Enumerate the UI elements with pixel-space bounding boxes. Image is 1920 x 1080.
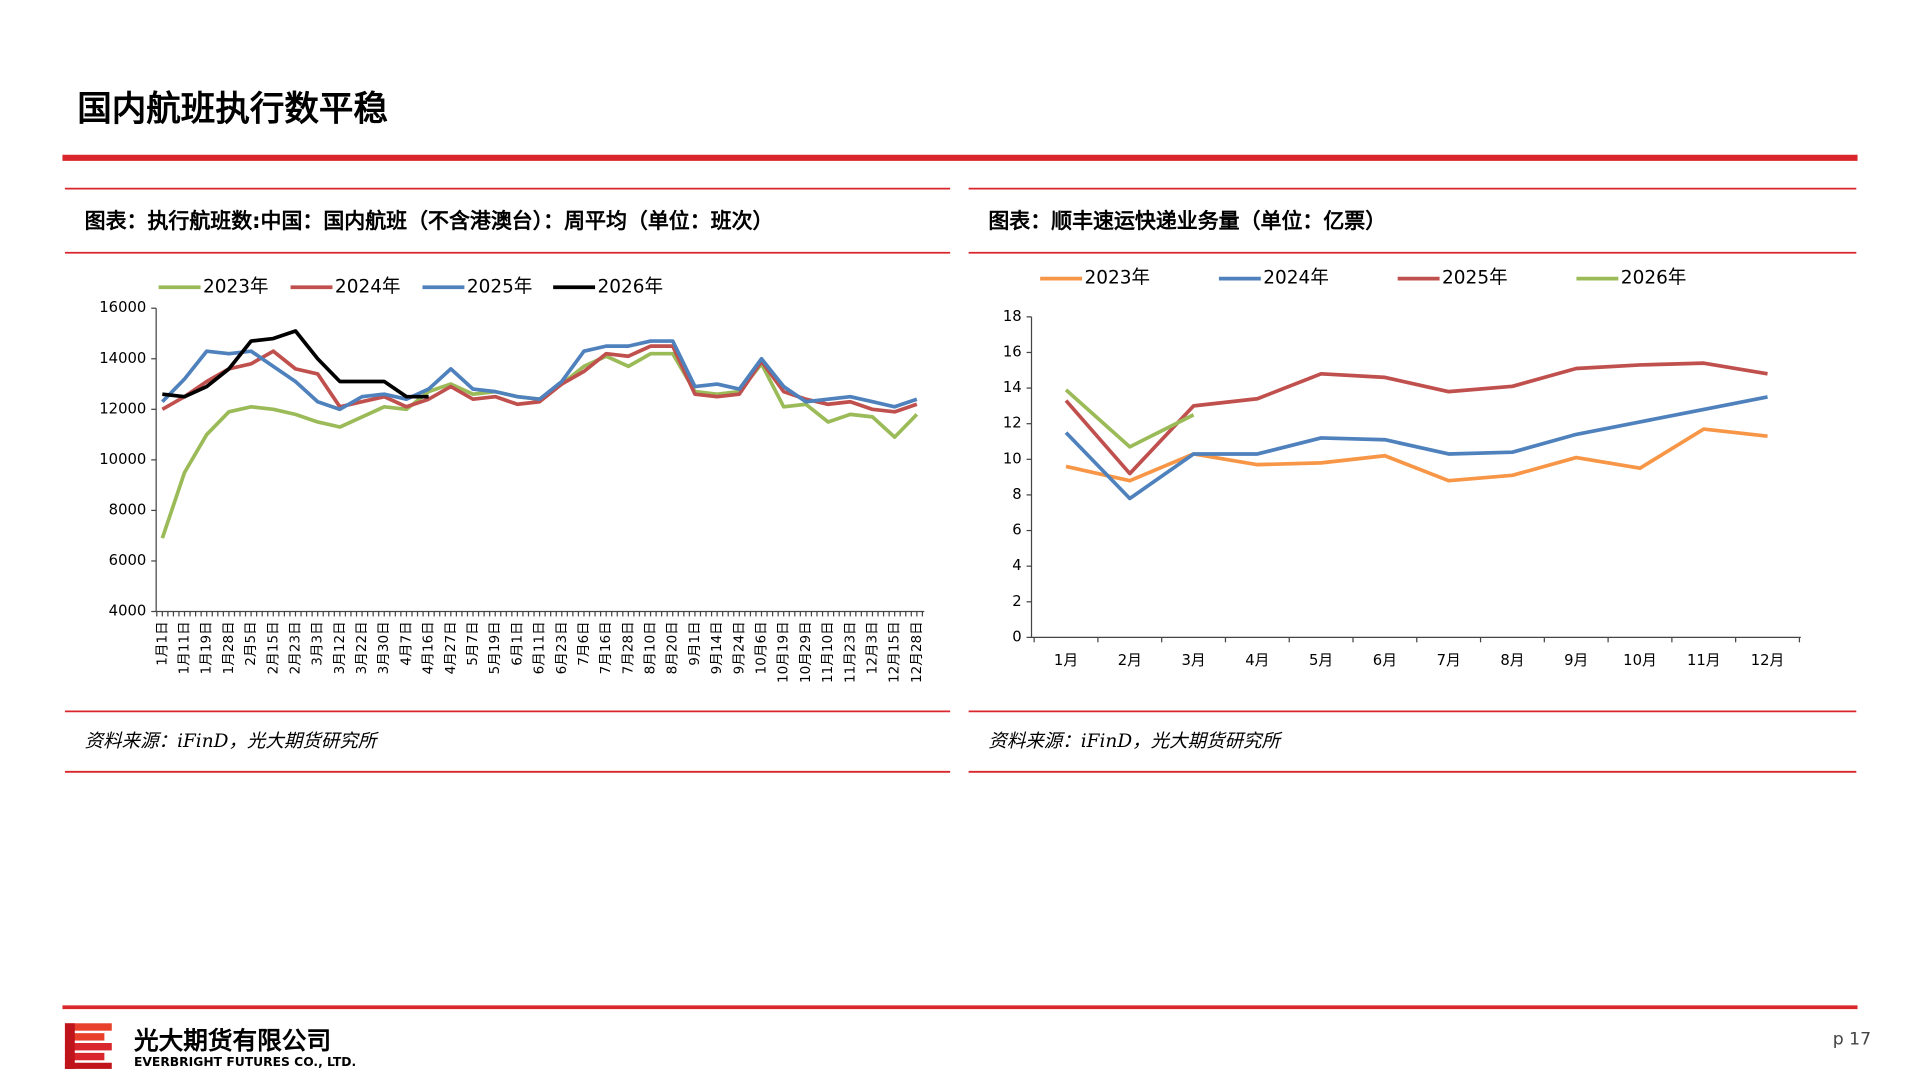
x-tick-label: 3月12日 bbox=[332, 621, 348, 674]
y-tick-label: 16000 bbox=[99, 299, 146, 316]
x-tick-label: 10月 bbox=[1623, 652, 1657, 669]
x-tick-label: 2月23日 bbox=[287, 621, 303, 674]
x-tick-label: 11月23日 bbox=[842, 621, 858, 683]
legend-label: 2024年 bbox=[335, 276, 401, 297]
y-tick-label: 2 bbox=[1012, 593, 1021, 610]
y-tick-label: 6000 bbox=[109, 552, 147, 569]
y-tick-label: 10000 bbox=[99, 451, 146, 468]
y-tick-label: 16 bbox=[1003, 343, 1022, 360]
logo-bar bbox=[64, 1052, 105, 1061]
x-tick-label: 12月15日 bbox=[887, 621, 903, 683]
series-line bbox=[162, 329, 429, 399]
x-tick-label: 5月19日 bbox=[487, 621, 503, 674]
x-tick-label: 8月 bbox=[1500, 652, 1524, 669]
chart-caption: 图表：顺丰速运快递业务量（单位：亿票） bbox=[988, 209, 1386, 233]
x-tick-label: 7月28日 bbox=[620, 621, 636, 674]
logo-bar bbox=[64, 1043, 112, 1051]
x-tick-label: 10月6日 bbox=[754, 621, 770, 674]
legend-label: 2026年 bbox=[598, 276, 664, 297]
x-tick-label: 1月28日 bbox=[221, 621, 237, 674]
y-tick-label: 14000 bbox=[99, 350, 146, 367]
y-tick-label: 8 bbox=[1012, 486, 1021, 503]
legend-label: 2024年 bbox=[1263, 268, 1329, 289]
series-line bbox=[1064, 388, 1195, 449]
series-line bbox=[161, 344, 918, 414]
x-tick-label: 10月29日 bbox=[798, 621, 814, 683]
x-tick-label: 4月 bbox=[1245, 652, 1269, 669]
x-tick-label: 9月24日 bbox=[731, 621, 747, 674]
series-line bbox=[1064, 361, 1768, 476]
legend-label: 2025年 bbox=[1442, 268, 1508, 289]
logo-bar bbox=[64, 1023, 112, 1031]
x-tick-label: 5月 bbox=[1309, 652, 1333, 669]
x-tick-label: 1月 bbox=[1054, 652, 1078, 669]
x-tick-label: 12月 bbox=[1751, 652, 1785, 669]
y-tick-label: 0 bbox=[1012, 628, 1021, 645]
legend-label: 2026年 bbox=[1621, 268, 1687, 289]
x-tick-label: 3月3日 bbox=[310, 621, 326, 665]
x-tick-label: 3月30日 bbox=[376, 621, 392, 674]
series-line bbox=[160, 351, 919, 539]
company-name: 光大期货有限公司 bbox=[133, 1026, 331, 1055]
series-line bbox=[1065, 427, 1768, 483]
panel-frames bbox=[64, 187, 1857, 773]
series-line bbox=[161, 339, 918, 412]
x-tick-label: 4月16日 bbox=[421, 621, 437, 674]
page-number: p 17 bbox=[1833, 1029, 1871, 1049]
x-tick-label: 6月11日 bbox=[532, 621, 548, 674]
legend-label: 2023年 bbox=[1085, 268, 1151, 289]
x-tick-label: 2月5日 bbox=[243, 621, 259, 665]
source-note: 资料来源：iFinD，光大期货研究所 bbox=[85, 731, 379, 752]
y-tick-label: 18 bbox=[1003, 308, 1022, 325]
x-tick-label: 2月15日 bbox=[265, 621, 281, 674]
logo bbox=[64, 1023, 112, 1069]
x-tick-label: 3月22日 bbox=[354, 621, 370, 674]
x-tick-label: 10月19日 bbox=[776, 621, 792, 683]
legend-label: 2025年 bbox=[467, 276, 533, 297]
x-tick-label: 2月 bbox=[1118, 652, 1142, 669]
x-tick-label: 1月11日 bbox=[177, 621, 193, 674]
x-tick-label: 6月1日 bbox=[509, 621, 525, 665]
y-tick-label: 4000 bbox=[109, 603, 147, 620]
logo-bar bbox=[64, 1023, 75, 1069]
y-tick-label: 12 bbox=[1003, 415, 1022, 432]
y-tick-label: 4 bbox=[1012, 557, 1021, 574]
x-tick-label: 8月20日 bbox=[665, 621, 681, 674]
x-tick-label: 9月1日 bbox=[687, 621, 703, 665]
x-tick-label: 3月 bbox=[1181, 652, 1205, 669]
x-tick-label: 7月16日 bbox=[598, 621, 614, 674]
x-tick-label: 9月 bbox=[1564, 652, 1588, 669]
page-title: 国内航班执行数平稳 bbox=[77, 89, 388, 129]
legend-label: 2023年 bbox=[203, 276, 269, 297]
x-tick-label: 4月27日 bbox=[443, 621, 459, 674]
x-tick-label: 5月7日 bbox=[465, 621, 481, 665]
x-tick-label: 7月 bbox=[1437, 652, 1461, 669]
x-tick-label: 9月14日 bbox=[709, 621, 725, 674]
x-tick-label: 11月 bbox=[1687, 652, 1721, 669]
source-note: 资料来源：iFinD，光大期货研究所 bbox=[988, 731, 1282, 752]
y-tick-label: 8000 bbox=[109, 501, 147, 518]
x-tick-label: 6月23日 bbox=[554, 621, 570, 674]
x-tick-label: 8月10日 bbox=[643, 621, 659, 674]
chart-caption: 图表：执行航班数:中国：国内航班（不含港澳台）：周平均（单位：班次） bbox=[85, 209, 774, 233]
x-tick-label: 12月3日 bbox=[864, 621, 880, 674]
x-tick-label: 6月 bbox=[1373, 652, 1397, 669]
x-tick-label: 11月10日 bbox=[820, 621, 836, 683]
logo-bar bbox=[64, 1033, 105, 1041]
x-tick-label: 4月7日 bbox=[398, 621, 414, 665]
y-tick-label: 10 bbox=[1003, 450, 1022, 467]
company-name-en: EVERBRIGHT FUTURES CO., LTD. bbox=[134, 1055, 356, 1069]
x-tick-label: 1月1日 bbox=[154, 621, 170, 665]
x-tick-label: 1月19日 bbox=[199, 621, 215, 674]
series-line bbox=[1064, 395, 1768, 501]
y-tick-label: 6 bbox=[1012, 522, 1021, 539]
logo-bar bbox=[64, 1062, 112, 1069]
y-tick-label: 12000 bbox=[99, 400, 146, 417]
y-tick-label: 14 bbox=[1003, 379, 1022, 396]
x-tick-label: 12月28日 bbox=[909, 621, 925, 683]
x-tick-label: 7月6日 bbox=[576, 621, 592, 665]
